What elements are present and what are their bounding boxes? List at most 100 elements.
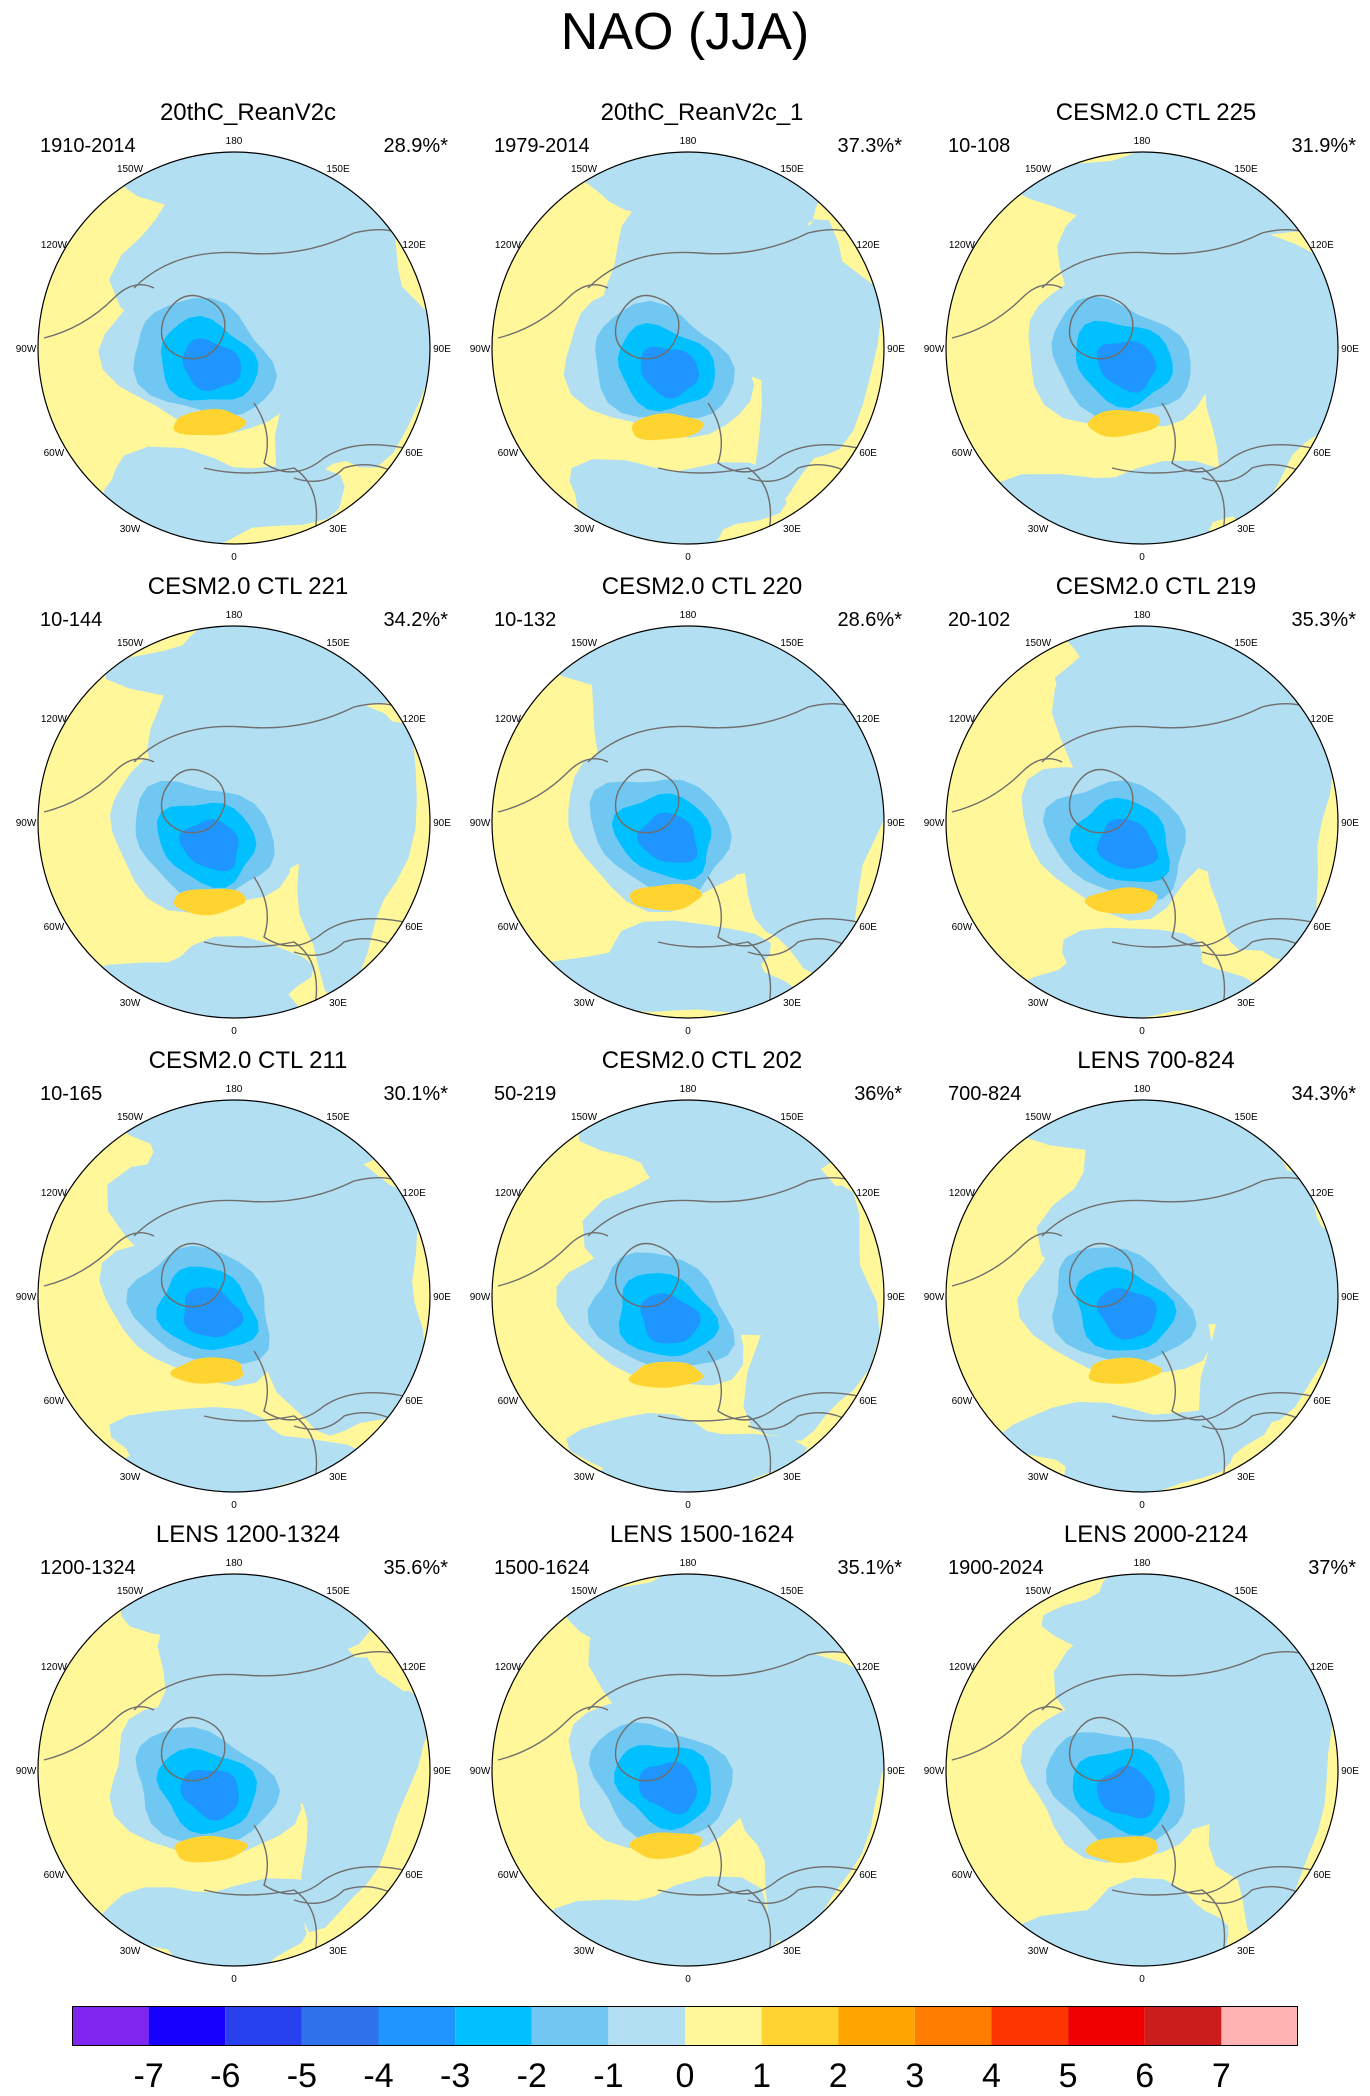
negative-anomaly-region — [266, 1176, 427, 1436]
longitude-label: 90W — [16, 1766, 37, 1777]
colorbar-swatch — [608, 2006, 686, 2046]
negative-anomaly-region — [755, 219, 882, 511]
longitude-label: 90W — [924, 818, 945, 829]
longitude-label: 120W — [949, 240, 976, 251]
longitude-label: 90W — [924, 344, 945, 355]
longitude-label: 0 — [1139, 1026, 1145, 1037]
longitude-label: 150W — [571, 638, 598, 649]
colorbar-label: 4 — [982, 2057, 1001, 2095]
positive-anomaly-core — [629, 1832, 703, 1860]
negative-anomaly-region — [736, 1671, 884, 1945]
negative-anomaly-region — [112, 1100, 430, 1185]
longitude-label: 150E — [326, 1112, 350, 1123]
longitude-label: 30W — [574, 998, 595, 1009]
map-border — [37, 1573, 431, 1967]
colorbar-label: 1 — [752, 2057, 772, 2095]
negative-anomaly-region — [1198, 1169, 1338, 1436]
longitude-label: 30W — [120, 998, 141, 1009]
longitude-label: 0 — [685, 1974, 691, 1985]
positive-anomaly-core — [173, 888, 246, 916]
colorbar-swatch — [1068, 2006, 1145, 2046]
longitude-label: 60E — [859, 448, 877, 459]
positive-anomaly-core — [1085, 1836, 1158, 1864]
colorbar-label: 0 — [675, 2057, 695, 2095]
colorbar-label: -4 — [363, 2057, 394, 2095]
longitude-label: 120E — [402, 1662, 426, 1673]
longitude-label: 30E — [1237, 1472, 1255, 1483]
longitude-label: 60E — [405, 1870, 423, 1881]
longitude-label: 120W — [495, 1662, 522, 1673]
colorbar-swatch — [378, 2006, 456, 2046]
longitude-label: 180 — [226, 1558, 243, 1569]
longitude-label: 150E — [1234, 164, 1258, 175]
longitude-label: 150W — [1025, 1112, 1052, 1123]
panel-period: 10-108 — [948, 135, 1011, 157]
longitude-label: 150E — [780, 1586, 804, 1597]
longitude-label: 180 — [1134, 610, 1151, 621]
longitude-label: 30W — [1028, 998, 1049, 1009]
longitude-label: 120E — [856, 240, 880, 251]
map-panel: CESM2.0 CTL 202 50-219 36%* 180 150E 120E 90E 6… — [470, 1046, 912, 1526]
longitude-label: 120E — [856, 714, 880, 725]
longitude-label: 30E — [783, 1946, 801, 1957]
longitude-label: 60E — [1313, 922, 1331, 933]
longitude-label: 0 — [231, 1026, 237, 1037]
colorbar-swatch — [838, 2006, 915, 2046]
longitude-label: 150W — [571, 164, 598, 175]
panel-title: CESM2.0 CTL 202 — [601, 1047, 803, 1074]
longitude-label: 150E — [780, 1112, 804, 1123]
negative-anomaly-region — [1204, 238, 1338, 525]
longitude-label: 30W — [574, 1946, 595, 1957]
negative-anomaly-region — [274, 206, 430, 486]
longitude-label: 0 — [1139, 1500, 1145, 1511]
arctic-low-contour — [183, 1287, 244, 1338]
panel-period: 1910-2014 — [40, 135, 136, 157]
polar-map: 180 150E 120E 90E 60E 30E 0 30W 60W 90W 120W 150W — [470, 136, 906, 563]
panel-variance-percent: 31.9%* — [1291, 135, 1357, 157]
positive-anomaly-core — [170, 1357, 243, 1384]
panel-period: 20-102 — [948, 609, 1011, 631]
longitude-label: 90E — [1341, 818, 1359, 829]
longitude-label: 90E — [1341, 344, 1359, 355]
panel-variance-percent: 28.6%* — [837, 609, 903, 631]
longitude-label: 90E — [433, 818, 451, 829]
longitude-label: 90E — [887, 1766, 905, 1777]
longitude-label: 30E — [783, 998, 801, 1009]
map-panel: CESM2.0 CTL 225 10-108 31.9%* 180 150E 120E 90… — [924, 98, 1366, 578]
longitude-label: 30E — [783, 1472, 801, 1483]
polar-map: 180 150E 120E 90E 60E 30E 0 30W 60W 90W 120W 150W — [924, 610, 1360, 1037]
map-panel: CESM2.0 CTL 220 10-132 28.6%* 180 150E 120E 90… — [470, 572, 912, 1052]
longitude-label: 180 — [680, 1558, 697, 1569]
panel-title: CESM2.0 CTL 220 — [601, 573, 803, 600]
longitude-label: 60W — [498, 922, 519, 933]
coastlines — [951, 228, 1323, 539]
longitude-label: 120E — [402, 1188, 426, 1199]
coastlines — [43, 1176, 415, 1487]
longitude-label: 90W — [16, 818, 37, 829]
map-border — [491, 151, 885, 545]
arctic-low-contour — [182, 338, 241, 392]
negative-anomaly-region — [743, 1185, 880, 1441]
negative-anomaly-region — [1205, 695, 1335, 962]
longitude-label: 0 — [1139, 1974, 1145, 1985]
longitude-label: 150W — [571, 1586, 598, 1597]
longitude-label: 60E — [859, 1396, 877, 1407]
coastlines — [951, 702, 1323, 1013]
positive-anomaly-core — [174, 1835, 248, 1863]
panel-title: CESM2.0 CTL 225 — [1055, 99, 1257, 126]
panel-title: LENS 1500-1624 — [609, 1521, 795, 1548]
longitude-label: 150E — [1234, 638, 1258, 649]
map-panel: LENS 700-824 700-824 34.3%* 180 150E 120E 90E 6… — [924, 1046, 1366, 1526]
longitude-label: 150W — [117, 638, 144, 649]
longitude-label: 90E — [1341, 1766, 1359, 1777]
longitude-label: 180 — [680, 1084, 697, 1095]
colorbar — [72, 2006, 1298, 2046]
longitude-label: 0 — [1139, 552, 1145, 563]
polar-map: 180 150E 120E 90E 60E 30E 0 30W 60W 90W 120W 150W — [924, 1084, 1360, 1511]
colorbar-swatch — [455, 2006, 532, 2046]
colorbar-swatch — [914, 2006, 992, 2046]
negative-anomaly-region — [999, 1401, 1273, 1492]
map-panel: CESM2.0 CTL 221 10-144 34.2%* 180 150E 120E 90… — [16, 572, 458, 1052]
colorbar-label: -6 — [210, 2057, 241, 2095]
longitude-label: 120E — [856, 1188, 880, 1199]
